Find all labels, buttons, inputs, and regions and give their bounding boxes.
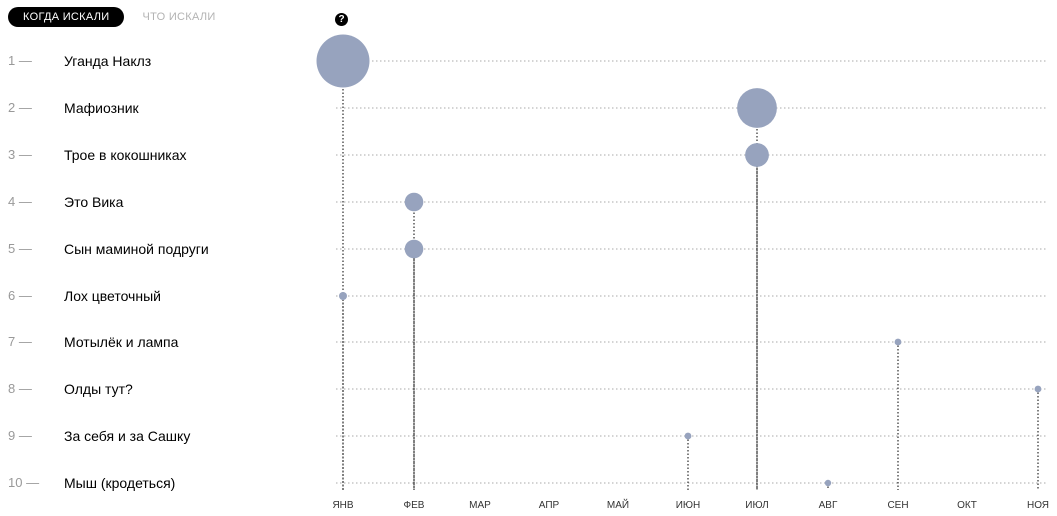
- rank-label: 9 —: [8, 428, 32, 443]
- question-circle-icon[interactable]: ?: [335, 13, 348, 26]
- rank-label: 1 —: [8, 53, 32, 68]
- month-tick-label: НОЯ: [1027, 500, 1049, 511]
- bubble-point[interactable]: [894, 338, 902, 346]
- month-tick-label: МАР: [469, 500, 491, 511]
- bubble-point[interactable]: [824, 479, 832, 487]
- rank-label: 4 —: [8, 194, 32, 209]
- bubble-point[interactable]: [316, 34, 370, 88]
- meme-title[interactable]: Трое в кокошниках: [64, 147, 187, 163]
- rank-label: 3 —: [8, 147, 32, 162]
- meme-title[interactable]: Это Вика: [64, 194, 124, 210]
- month-tick-label: ФЕВ: [404, 500, 425, 511]
- meme-title[interactable]: Мыш (кродеться): [64, 475, 176, 491]
- meme-title[interactable]: Лох цветочный: [64, 288, 161, 304]
- bubble-point[interactable]: [1034, 385, 1042, 393]
- month-tick-label: ИЮН: [676, 500, 701, 511]
- bubble-point[interactable]: [404, 239, 424, 259]
- bubble-point[interactable]: [737, 88, 777, 128]
- month-tick-label: ЯНВ: [332, 500, 353, 511]
- meme-title[interactable]: Сын маминой подруги: [64, 241, 209, 257]
- month-tick-label: ИЮЛ: [745, 500, 768, 511]
- meme-title[interactable]: Мотылёк и лампа: [64, 334, 179, 350]
- bubble-point[interactable]: [684, 432, 692, 440]
- tab-bar: КОГДА ИСКАЛИ ЧТО ИСКАЛИ: [8, 7, 216, 27]
- meme-title[interactable]: Олды тут?: [64, 381, 133, 397]
- bubble-point[interactable]: [404, 192, 424, 212]
- month-tick-label: АВГ: [819, 500, 838, 511]
- month-tick-label: СЕН: [887, 500, 908, 511]
- meme-title[interactable]: Мафиозник: [64, 100, 139, 116]
- rank-label: 7 —: [8, 334, 32, 349]
- month-tick-label: МАЙ: [607, 498, 629, 511]
- meme-title[interactable]: За себя и за Сашку: [64, 428, 191, 444]
- rank-label: 2 —: [8, 100, 32, 115]
- rank-label: 8 —: [8, 381, 32, 396]
- rank-label: 6 —: [8, 288, 32, 303]
- meme-title[interactable]: Уганда Наклз: [64, 53, 152, 69]
- month-tick-label: АПР: [539, 500, 560, 511]
- rank-label: 5 —: [8, 241, 32, 256]
- rank-label: 10 —: [8, 475, 40, 490]
- bubble-point[interactable]: [339, 292, 347, 300]
- tab-when-searched[interactable]: КОГДА ИСКАЛИ: [8, 7, 125, 27]
- month-tick-label: ОКТ: [957, 500, 977, 511]
- bubble-point[interactable]: [745, 143, 769, 167]
- tab-what-searched[interactable]: ЧТО ИСКАЛИ: [142, 11, 216, 23]
